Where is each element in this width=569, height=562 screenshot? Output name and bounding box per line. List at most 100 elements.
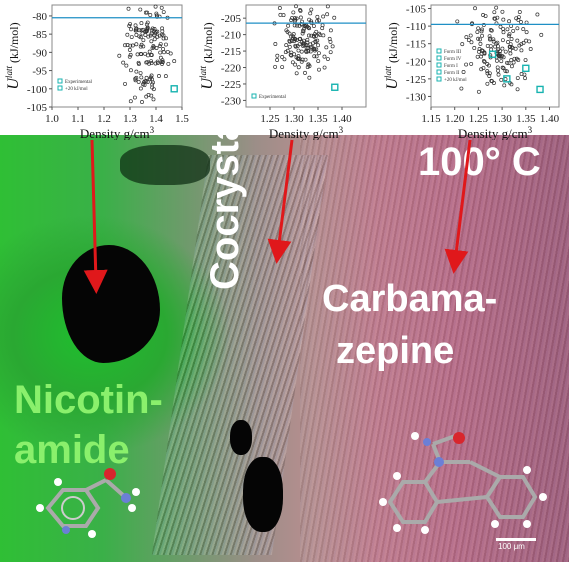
data-point — [478, 41, 483, 46]
data-point — [134, 26, 139, 31]
data-point — [294, 16, 299, 21]
y-tick-label: -90 — [32, 47, 47, 59]
data-point — [291, 32, 296, 37]
data-point — [512, 56, 517, 61]
data-point — [273, 64, 278, 69]
data-point — [477, 37, 482, 42]
y-tick-label: -225 — [221, 79, 242, 91]
data-point — [294, 71, 299, 76]
data-point — [168, 51, 173, 56]
experimental-point — [170, 85, 178, 93]
data-point — [511, 60, 516, 65]
data-point — [128, 22, 133, 26]
chart-panel-carbamazepine: -105 -110 -115 -120 -125 -130 1.15 1.20 1.25 1.30… — [383, 4, 560, 140]
data-point — [505, 27, 510, 32]
plot-area — [245, 4, 367, 108]
data-point — [500, 65, 505, 70]
x-axis-label: Density g/cm3 — [458, 125, 533, 140]
x-tick-label: 1.2 — [97, 113, 111, 125]
experimental-point — [536, 85, 544, 94]
x-tick-label: 1.25 — [260, 113, 280, 125]
data-point — [311, 24, 316, 28]
data-point — [476, 36, 481, 41]
data-point — [306, 25, 311, 30]
data-point — [299, 59, 304, 64]
data-point — [305, 37, 310, 42]
data-point — [287, 39, 292, 44]
y-axis-label-main: U — [384, 77, 401, 90]
data-point — [504, 69, 509, 74]
data-point — [275, 53, 280, 58]
y-tick-label: -80 — [32, 11, 47, 23]
data-point — [460, 42, 465, 47]
data-point — [473, 6, 477, 11]
data-point — [495, 65, 500, 70]
data-point — [166, 61, 171, 66]
data-point — [282, 57, 287, 62]
x-tick-label: 1.35 — [308, 113, 328, 125]
data-point — [289, 34, 294, 39]
data-point — [481, 66, 486, 70]
y-axis-label-sup: latt — [198, 66, 208, 79]
data-point — [305, 40, 310, 45]
data-point — [300, 31, 305, 36]
data-point — [128, 68, 133, 73]
data-point — [291, 10, 296, 15]
legend-entry: Experimental — [65, 80, 93, 85]
data-point — [492, 10, 497, 15]
data-point — [523, 76, 528, 81]
data-point — [316, 59, 321, 64]
legend-entry: Form II — [444, 71, 460, 76]
y-axis-label-main: U — [199, 77, 216, 90]
data-point — [313, 40, 318, 44]
data-point — [157, 43, 162, 48]
data-point — [315, 14, 320, 19]
data-point — [503, 49, 508, 54]
y-axis-label-sup: latt — [4, 66, 14, 79]
data-point — [149, 59, 154, 64]
data-point — [296, 65, 301, 70]
data-point — [153, 4, 158, 9]
data-point — [314, 29, 319, 34]
dark-void-left — [62, 245, 160, 363]
x-tick-label: 1.4 — [149, 113, 163, 125]
legend-marker — [436, 69, 442, 75]
data-point — [500, 9, 505, 14]
y-tick-label: -110 — [406, 21, 426, 33]
data-point — [500, 46, 505, 51]
y-axis-label-sup: latt — [383, 66, 393, 79]
data-point — [144, 94, 149, 99]
arrow-cocrystal — [267, 139, 294, 264]
data-point — [295, 56, 300, 61]
data-point — [145, 10, 150, 15]
data-point — [501, 17, 506, 22]
legend-marker — [436, 48, 442, 54]
data-point — [145, 25, 150, 30]
data-point — [138, 71, 143, 75]
data-point — [284, 43, 289, 48]
legend-entry: Form III — [444, 50, 461, 55]
data-point — [500, 38, 505, 43]
data-point — [464, 62, 469, 67]
data-point — [496, 44, 501, 49]
dark-region-top — [120, 145, 210, 185]
y-tick-label: -105 — [406, 4, 427, 16]
x-tick-label: 1.35 — [516, 113, 536, 125]
data-point — [292, 16, 297, 21]
data-point — [509, 64, 514, 69]
data-point — [160, 32, 164, 37]
experimental-point — [488, 50, 497, 58]
y-tick-label: -215 — [221, 46, 242, 58]
data-point — [134, 42, 139, 47]
y-tick-label: -125 — [406, 74, 427, 86]
data-point — [139, 75, 144, 80]
data-point — [321, 33, 326, 38]
data-point — [301, 29, 306, 34]
data-point — [297, 56, 302, 61]
x-tick-label: 1.1 — [71, 113, 85, 125]
data-point — [121, 60, 126, 65]
legend-marker — [57, 85, 63, 91]
data-point — [161, 10, 166, 14]
legend-marker — [436, 62, 442, 68]
